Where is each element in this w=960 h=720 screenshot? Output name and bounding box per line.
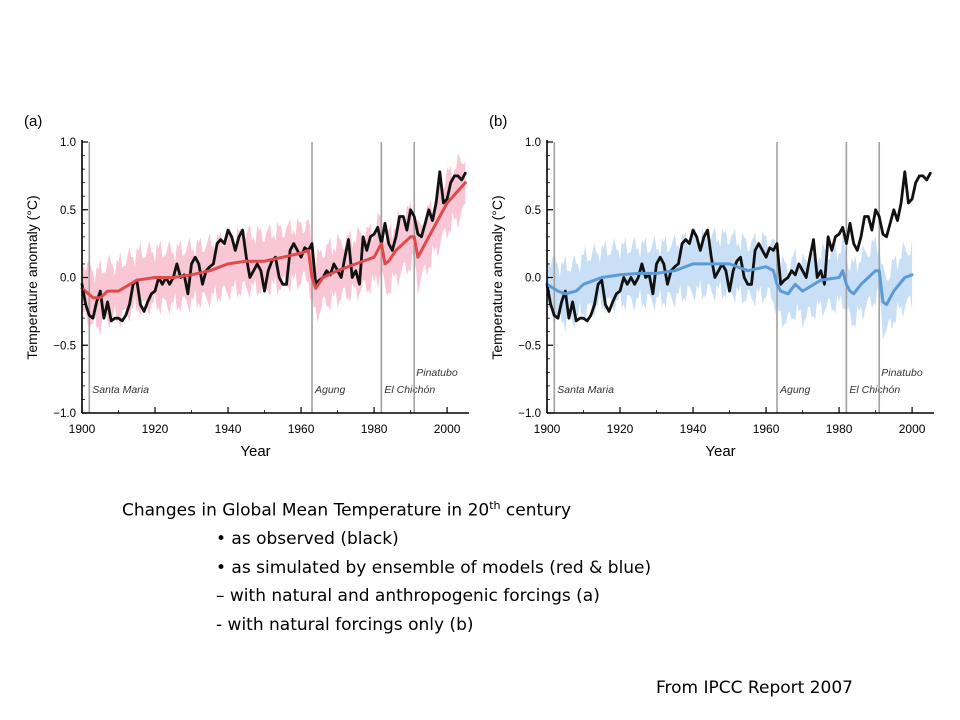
source-note: From IPCC Report 2007	[656, 678, 853, 698]
y-tick-label-a-2: 0.0	[60, 273, 76, 285]
caption-bullet-simulated: • as simulated by ensemble of models (re…	[216, 557, 652, 578]
uncertainty-band-a	[82, 153, 466, 337]
x-tick-label-a-1: 1920	[142, 422, 169, 436]
y-axis-label-b: Temperature anomaly (°C)	[489, 195, 505, 359]
x-tick-label-a-4: 1980	[361, 422, 388, 436]
y-axis-label-a: Temperature anomaly (°C)	[24, 195, 40, 359]
volcano-label-a-2: El Chichón	[384, 384, 435, 396]
y-tick-label-b-1: −0.5	[518, 340, 541, 352]
caption-title-end: century	[500, 500, 572, 521]
y-tick-label-b-3: 0.5	[525, 205, 541, 217]
panel-label-a: (a)	[24, 113, 42, 130]
chart-b: (b) Santa Maria Agung El Chichón Pinatubo −1.…	[489, 113, 934, 460]
caption-title: Changes in Global Mean Temperature in 20…	[122, 492, 651, 525]
volcano-label-b-1: Agung	[779, 384, 811, 396]
x-tick-label-b-5: 2000	[899, 422, 926, 436]
volcano-label-a-1: Agung	[314, 384, 346, 396]
series-observed-b	[545, 170, 932, 323]
y-tick-label-a-0: −1.0	[53, 408, 76, 420]
x-tick-label-b-3: 1960	[753, 422, 780, 436]
volcano-label-b-2: El Chichón	[849, 384, 900, 396]
x-axis-label-a: Year	[240, 443, 270, 460]
y-tick-label-b-2: 0.0	[525, 273, 541, 285]
caption-bullet-forcing-a: – with natural and anthropogenic forcing…	[216, 586, 600, 607]
x-tick-label-a-5: 2000	[434, 422, 461, 436]
chart-a: (a) Santa Maria Agung El Chichón Pinatubo −1.…	[24, 113, 469, 460]
series-simulated-a	[80, 181, 467, 300]
volcano-label-a-3: Pinatubo	[416, 367, 458, 379]
caption-bullet-forcing-b: - with natural forcings only (b)	[216, 614, 474, 635]
x-tick-label-b-1: 1920	[607, 422, 634, 436]
y-tick-label-a-4: 1.0	[60, 137, 76, 149]
caption-title-sup: th	[489, 499, 501, 512]
volcano-label-b-3: Pinatubo	[881, 367, 923, 379]
y-tick-label-a-3: 0.5	[60, 205, 76, 217]
volcano-label-a-0: Santa Maria	[92, 384, 149, 396]
caption-bullet-observed: • as observed (black)	[216, 529, 399, 550]
caption-title-main: Changes in Global Mean Temperature in 20	[122, 500, 490, 521]
x-axis-label-b: Year	[705, 443, 735, 460]
x-tick-label-a-2: 1940	[215, 422, 242, 436]
x-tick-label-b-4: 1980	[826, 422, 853, 436]
panel-a: (a) Santa Maria Agung El Chichón Pinatubo −1.…	[0, 100, 475, 470]
x-tick-label-a-3: 1960	[288, 422, 315, 436]
panel-b: (b) Santa Maria Agung El Chichón Pinatubo −1.…	[465, 100, 940, 470]
caption: Changes in Global Mean Temperature in 20…	[122, 492, 651, 639]
y-tick-label-b-0: −1.0	[518, 408, 541, 420]
x-tick-label-b-2: 1940	[680, 422, 707, 436]
x-tick-label-b-0: 1900	[534, 422, 561, 436]
series-simulated-b	[545, 262, 914, 307]
volcano-label-b-0: Santa Maria	[557, 384, 614, 396]
y-tick-label-a-1: −0.5	[53, 340, 76, 352]
panel-label-b: (b)	[489, 113, 507, 130]
y-tick-label-b-4: 1.0	[525, 137, 541, 149]
x-tick-label-a-0: 1900	[69, 422, 96, 436]
